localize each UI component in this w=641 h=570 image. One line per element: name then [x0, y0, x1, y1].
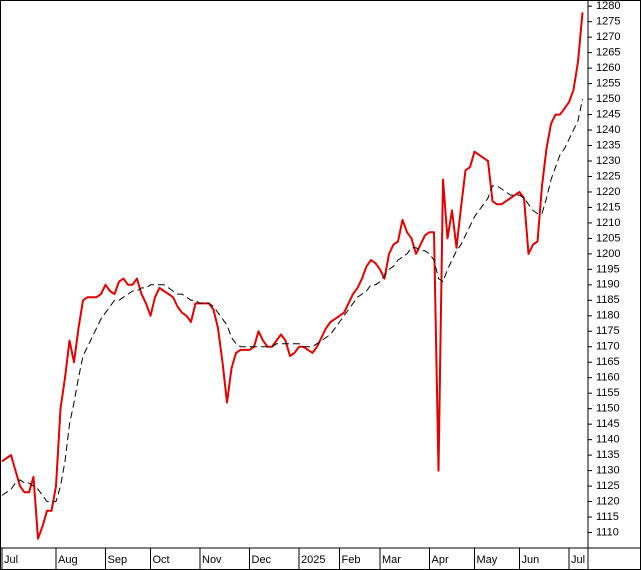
- y-tick-label: 1225: [596, 170, 620, 182]
- x-tick-label: May: [477, 554, 498, 566]
- price-line: [1, 12, 584, 540]
- x-tick-label: Apr: [432, 554, 449, 566]
- y-tick-label: 1240: [596, 124, 620, 136]
- y-tick-label: 1185: [596, 294, 620, 306]
- y-tick-label: 1110: [596, 526, 619, 538]
- y-tick-label: 1190: [596, 279, 620, 291]
- y-tick-label: 1205: [596, 232, 620, 244]
- y-tick-label: 1150: [596, 403, 620, 415]
- x-tick-label: Sep: [108, 554, 128, 566]
- y-tick-label: 1255: [596, 77, 620, 89]
- y-tick-label: 1215: [596, 201, 620, 213]
- y-tick-label: 1280: [596, 0, 620, 12]
- y-tick-label: 1140: [596, 434, 620, 446]
- x-tick-label: Dec: [252, 554, 272, 566]
- y-tick-label: 1200: [596, 248, 620, 260]
- y-tick-label: 1265: [596, 47, 620, 59]
- y-tick-label: 1125: [596, 480, 620, 492]
- x-tick-label: Jun: [522, 554, 540, 566]
- x-tick-label: Jul: [571, 554, 585, 566]
- y-tick-label: 1275: [596, 16, 620, 28]
- x-tick-label: Nov: [202, 554, 222, 566]
- average-line: [1, 98, 583, 503]
- y-tick-label: 1245: [596, 108, 620, 120]
- y-tick-label: 1235: [596, 139, 620, 151]
- y-tick-label: 1260: [596, 62, 620, 74]
- x-tick-label: 2025: [301, 554, 325, 566]
- x-tick-label: Mar: [382, 554, 401, 566]
- y-tick-label: 1180: [596, 310, 620, 322]
- y-tick-label: 1170: [596, 341, 620, 353]
- y-tick-label: 1160: [596, 372, 620, 384]
- y-tick-label: 1165: [596, 356, 620, 368]
- x-tick-label: Jul: [4, 554, 18, 566]
- x-tick-label: Oct: [153, 554, 170, 566]
- x-tick-label: Feb: [342, 554, 361, 566]
- y-tick-label: 1210: [596, 217, 620, 229]
- y-tick-label: 1155: [596, 387, 620, 399]
- y-tick-label: 1195: [596, 263, 620, 275]
- y-tick-label: 1175: [596, 325, 620, 337]
- y-tick-label: 1230: [596, 155, 620, 167]
- y-tick-label: 1250: [596, 93, 620, 105]
- y-tick-label: 1145: [596, 418, 620, 430]
- y-tick-label: 1220: [596, 186, 620, 198]
- y-tick-label: 1115: [596, 511, 619, 523]
- y-tick-label: 1270: [596, 31, 620, 43]
- y-tick-label: 1130: [596, 465, 620, 477]
- y-tick-label: 1120: [596, 495, 620, 507]
- y-tick-label: 1135: [596, 449, 620, 461]
- x-tick-label: Aug: [58, 554, 78, 566]
